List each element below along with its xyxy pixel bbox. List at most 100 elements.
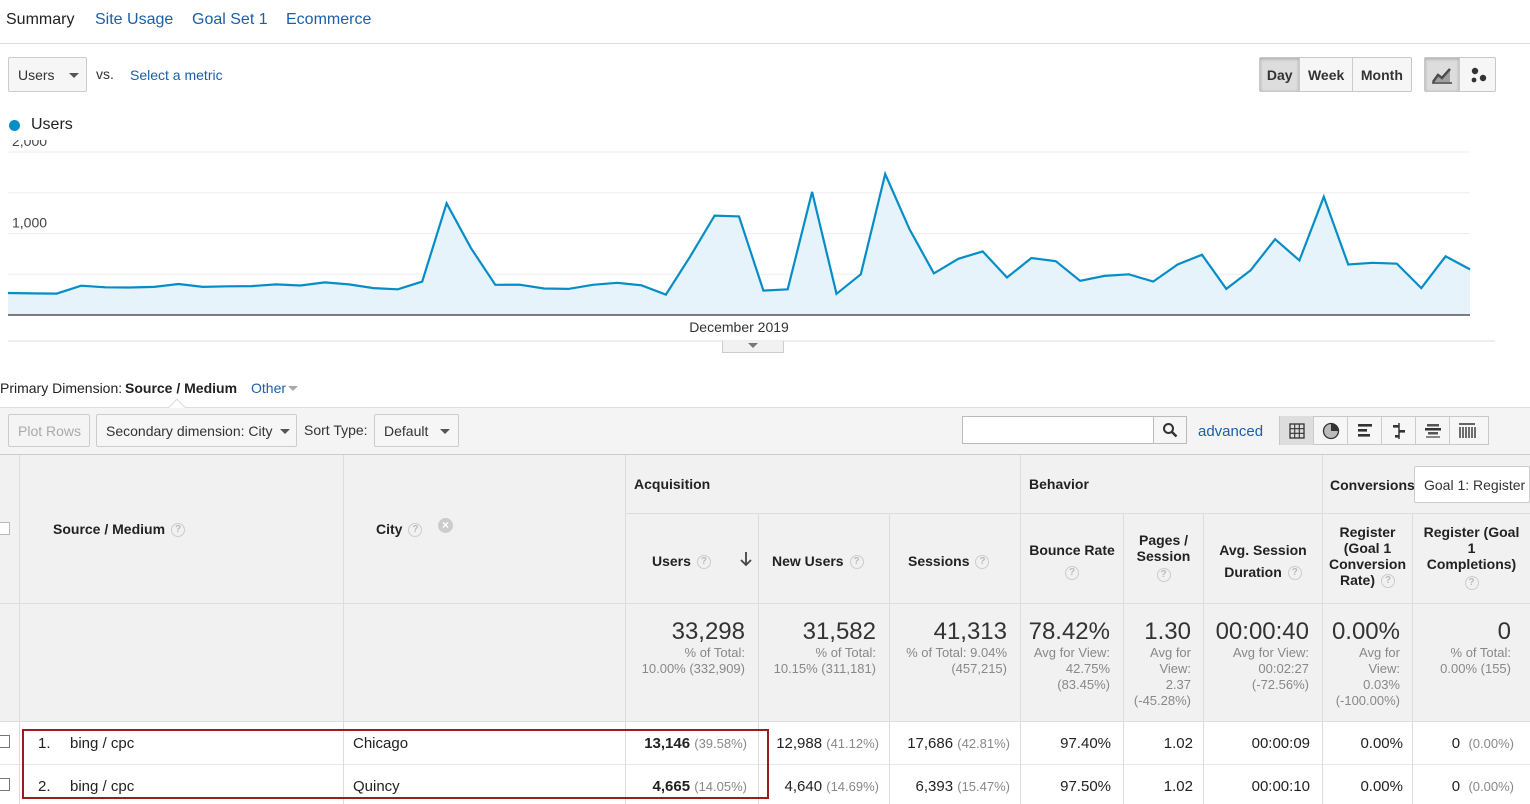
- goal-select-dropdown[interactable]: Goal 1: Register: [1414, 466, 1530, 503]
- highlight-box: [22, 729, 769, 799]
- plot-rows-button[interactable]: Plot Rows: [8, 414, 90, 447]
- series-legend-dot: [9, 120, 20, 131]
- group-conversions: Conversions: [1330, 477, 1415, 493]
- y-tick-label: 1,000: [12, 215, 47, 231]
- metric-dropdown[interactable]: Users: [8, 57, 87, 92]
- tab-site-usage[interactable]: Site Usage: [95, 11, 174, 28]
- total-avg-duration: 00:00:40: [1215, 618, 1309, 645]
- line-chart-icon[interactable]: [1425, 58, 1461, 91]
- help-icon[interactable]: ?: [849, 555, 864, 570]
- search-button[interactable]: [1153, 416, 1187, 444]
- chevron-down-icon: [440, 429, 450, 434]
- row-users: 4,665 (14.05%): [652, 778, 747, 795]
- row-city-link[interactable]: Quincy: [353, 778, 400, 795]
- select-metric-link[interactable]: Select a metric: [130, 67, 223, 83]
- col-new-users[interactable]: New Users?: [772, 553, 864, 570]
- goal-select-value: Goal 1: Register: [1424, 476, 1526, 493]
- row-completions: 0 (0.00%): [1451, 778, 1514, 795]
- secondary-dimension-dropdown[interactable]: Secondary dimension: City: [96, 414, 297, 447]
- primary-dimension-source-medium[interactable]: Source / Medium: [125, 380, 238, 396]
- col-goal-completions[interactable]: Register (Goal 1 Completions)?: [1423, 524, 1520, 591]
- row-sessions: 6,393 (15.47%): [915, 778, 1010, 795]
- chevron-down-icon: [280, 429, 290, 434]
- tab-goal-set-1[interactable]: Goal Set 1: [192, 11, 268, 28]
- table-view-switch: [1279, 416, 1489, 445]
- pie-chart-view-icon[interactable]: [1314, 416, 1348, 445]
- total-avg-duration-sub: Avg for View: 00:02:27 (-72.56%): [1232, 645, 1309, 692]
- help-icon[interactable]: ?: [1381, 574, 1395, 589]
- vs-label: vs.: [96, 66, 114, 82]
- total-users: 33,298: [671, 618, 745, 645]
- primary-dimension-other[interactable]: Other: [251, 380, 287, 396]
- row-city-link[interactable]: Chicago: [353, 735, 409, 752]
- help-icon[interactable]: ?: [171, 523, 186, 538]
- group-behavior: Behavior: [1029, 476, 1089, 492]
- total-bounce-rate: 78.42%: [1028, 618, 1110, 645]
- performance-view-icon[interactable]: [1348, 416, 1382, 445]
- help-icon[interactable]: ?: [1156, 568, 1171, 583]
- chart-collapse-handle[interactable]: [722, 341, 784, 353]
- row-users: 13,146 (39.58%): [644, 735, 747, 752]
- help-icon[interactable]: ?: [408, 523, 423, 538]
- col-avg-session-duration[interactable]: Avg. Session Duration?: [1219, 542, 1307, 581]
- motion-chart-icon[interactable]: [1460, 58, 1495, 91]
- total-bounce-rate-sub: Avg for View: 42.75% (83.45%): [1033, 645, 1110, 692]
- sort-type-label: Sort Type:: [304, 422, 368, 438]
- total-pages-session-sub: Avg for View: 2.37 (-45.28%): [1133, 645, 1191, 708]
- total-sessions-sub: % of Total: 9.04% (457,215): [906, 645, 1007, 676]
- row-checkbox[interactable]: [0, 735, 10, 748]
- day-button[interactable]: Day: [1260, 58, 1301, 91]
- row-source-medium-link[interactable]: bing / cpc: [70, 778, 135, 795]
- row-conversion-rate: 0.00%: [1360, 735, 1403, 752]
- col-bounce-rate[interactable]: Bounce Rate?: [1029, 542, 1115, 581]
- total-conversion-rate-sub: Avg for View: 0.03% (-100.00%): [1335, 645, 1400, 708]
- row-avg-duration: 00:00:10: [1251, 778, 1310, 795]
- total-completions-sub: % of Total: 0.00% (155): [1440, 645, 1511, 676]
- row-bounce-rate: 97.50%: [1060, 778, 1111, 795]
- col-source-medium[interactable]: Source / Medium?: [53, 521, 186, 538]
- sort-type-value: Default: [384, 422, 429, 439]
- row-completions: 0 (0.00%): [1451, 735, 1514, 752]
- series-legend-label: Users: [31, 116, 73, 133]
- help-icon[interactable]: ?: [975, 555, 990, 570]
- row-pages-session: 1.02: [1163, 735, 1193, 752]
- row-source-medium-link[interactable]: bing / cpc: [70, 735, 135, 752]
- col-sessions[interactable]: Sessions?: [908, 553, 990, 570]
- month-button[interactable]: Month: [1360, 66, 1403, 83]
- help-icon[interactable]: ?: [1065, 566, 1079, 581]
- y-tick-label: 2,000: [12, 140, 47, 149]
- table-search-input[interactable]: [962, 416, 1154, 444]
- group-acquisition: Acquisition: [634, 476, 711, 492]
- total-new-users: 31,582: [802, 618, 876, 645]
- row-new-users: 4,640 (14.69%): [784, 778, 879, 795]
- help-icon[interactable]: ?: [1464, 576, 1479, 591]
- users-series-line: [7, 170, 1471, 296]
- comparison-view-icon[interactable]: [1382, 416, 1416, 445]
- col-goal-conversion-rate[interactable]: Register (Goal 1 Conversion Rate)?: [1328, 524, 1406, 589]
- col-pages-session[interactable]: Pages / Session?: [1136, 532, 1191, 583]
- secondary-dimension-value: Secondary dimension: City: [106, 422, 273, 439]
- col-users[interactable]: Users?: [652, 553, 711, 570]
- primary-dimension-label: Primary Dimension:: [0, 380, 123, 396]
- pivot-view-icon[interactable]: [1450, 416, 1484, 445]
- total-conversion-rate: 0.00%: [1331, 618, 1400, 645]
- select-all-checkbox[interactable]: [0, 522, 10, 535]
- users-line-chart: 2,000 1,000 December 2019: [7, 140, 1495, 342]
- sort-type-dropdown[interactable]: Default: [374, 414, 459, 447]
- total-completions: 0: [1497, 618, 1511, 645]
- col-city[interactable]: City?: [376, 521, 423, 538]
- tab-ecommerce[interactable]: Ecommerce: [286, 11, 372, 28]
- help-icon[interactable]: ?: [696, 555, 711, 570]
- chart-type-switch: [1424, 57, 1496, 92]
- term-cloud-view-icon[interactable]: [1416, 416, 1450, 445]
- remove-secondary-dimension-icon[interactable]: ×: [438, 518, 453, 533]
- total-users-sub: % of Total: 10.00% (332,909): [641, 645, 745, 676]
- help-icon[interactable]: ?: [1287, 566, 1302, 581]
- advanced-search-link[interactable]: advanced: [1198, 423, 1264, 440]
- chevron-down-icon: [69, 73, 79, 78]
- week-button[interactable]: Week: [1300, 58, 1353, 91]
- sort-descending-icon[interactable]: [739, 551, 753, 567]
- tab-summary[interactable]: Summary: [6, 11, 75, 28]
- row-checkbox[interactable]: [0, 778, 10, 791]
- data-table-view-icon[interactable]: [1280, 416, 1314, 445]
